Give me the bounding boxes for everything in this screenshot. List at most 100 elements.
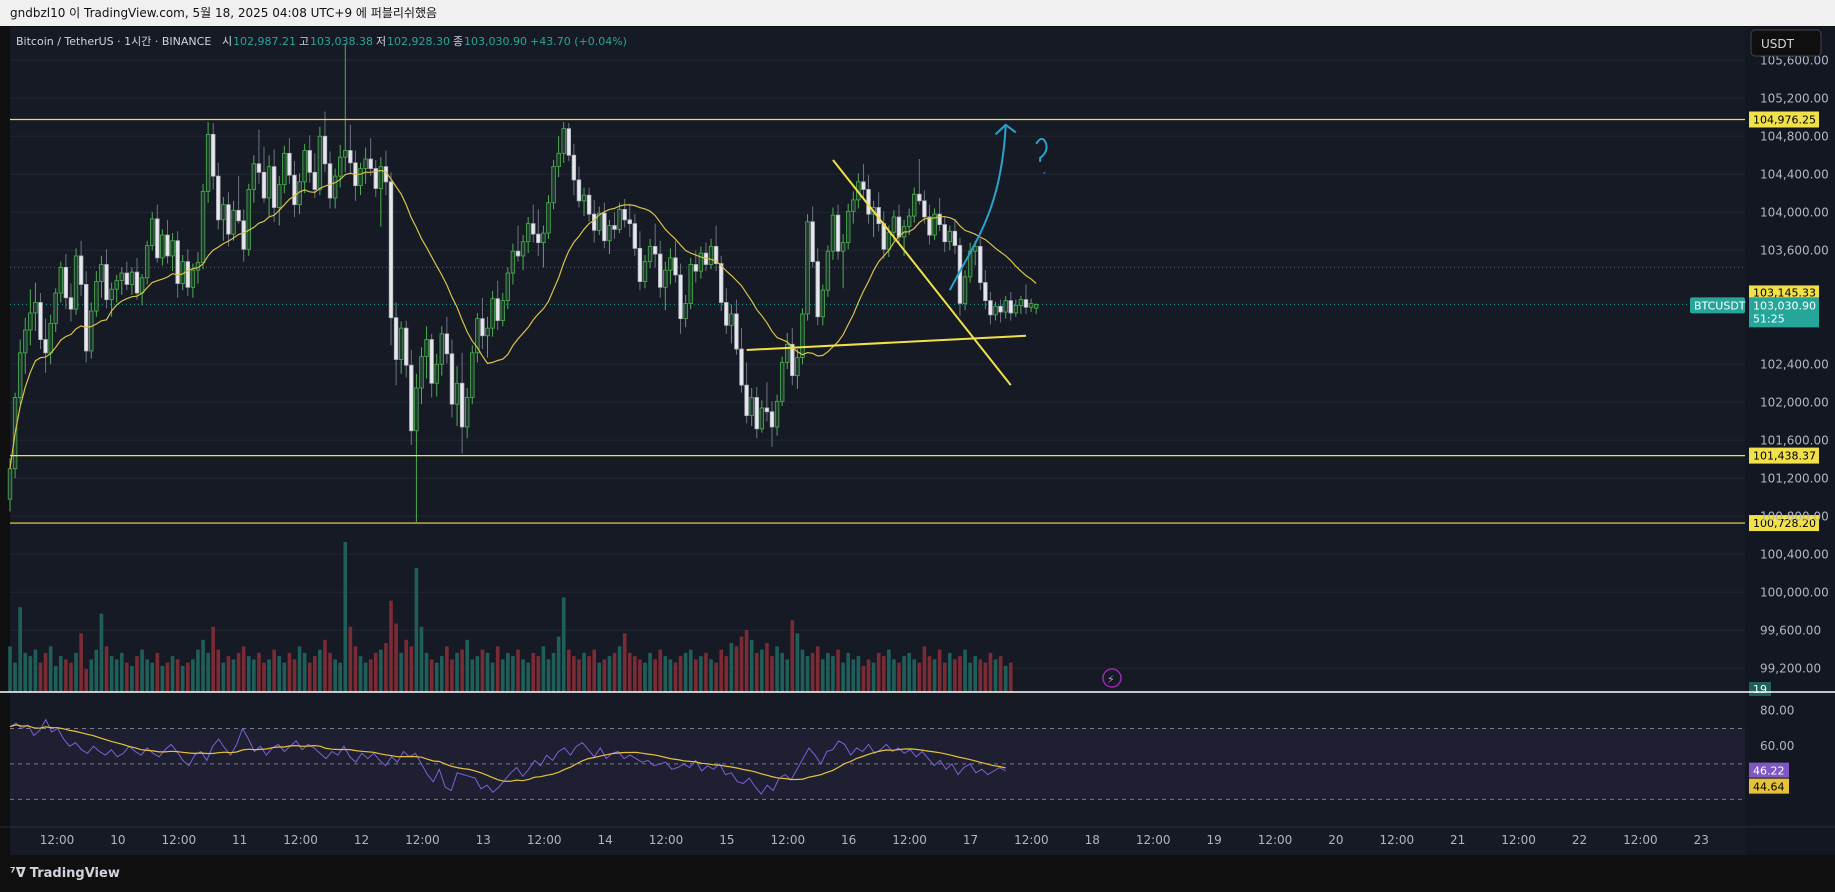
volume-bar (236, 652, 241, 692)
volume-bar (445, 646, 449, 692)
candle-body (414, 387, 419, 432)
candle-body (719, 263, 724, 303)
volume-bar (998, 656, 1003, 692)
candle-body (835, 214, 841, 252)
volume-bar (155, 652, 160, 692)
volume-bar (216, 649, 221, 692)
candle-body (58, 266, 63, 294)
last-price-badge (1749, 297, 1819, 328)
candle-body (444, 333, 450, 355)
volume-bar (567, 649, 571, 692)
candle-body (525, 223, 531, 243)
candle-body (48, 322, 53, 354)
candle-body (104, 264, 109, 301)
price-axis[interactable]: 105,600.00 105,200.00 104,800.00 104,400.00… (1690, 53, 1829, 696)
volume-bar (836, 649, 840, 692)
candle-body (642, 261, 648, 282)
volume-bar (968, 662, 972, 692)
volume-bar (135, 656, 139, 692)
volume-bar (160, 665, 165, 692)
volume-bar (13, 662, 17, 692)
candle-body (652, 246, 658, 255)
candle-body (470, 352, 475, 398)
volume-bar (318, 649, 322, 692)
candle-body (398, 327, 404, 360)
legend-low-label: 저 (376, 35, 386, 48)
volume-bar (328, 652, 332, 692)
volume-bar (465, 639, 469, 692)
volume-bar (744, 630, 749, 692)
volume-bar (719, 649, 723, 692)
price-tick-label: 104,400.00 (1760, 167, 1829, 181)
volume-bar (876, 652, 881, 692)
candle-body (404, 327, 409, 366)
volume-bar (363, 662, 368, 692)
volume-bar (932, 659, 937, 692)
candle-body (734, 313, 739, 350)
candle-body (617, 208, 622, 230)
volume-bar (739, 636, 744, 692)
candle-body (840, 242, 846, 252)
currency-button[interactable] (1750, 29, 1822, 57)
volume-bar (541, 646, 546, 692)
candle-body (109, 288, 114, 301)
volume-bar (125, 662, 129, 692)
volume-bar (958, 656, 962, 692)
candle-body (292, 174, 297, 206)
candle-body (891, 216, 897, 233)
volume-bar (140, 649, 144, 692)
trendline-drawings[interactable] (746, 123, 1048, 386)
candle-body (139, 277, 145, 294)
rsi-pane[interactable]: 80.00 60.00 46.22 44.64 (0, 691, 1835, 800)
last-price-label: 103,030.90 (1753, 299, 1816, 312)
candle-body (683, 303, 688, 320)
price-tick-label: 102,000.00 (1760, 395, 1829, 409)
time-tick-label: 16 (841, 833, 856, 847)
price-tick-label: 100,000.00 (1760, 585, 1829, 599)
time-tick-label: 12 (354, 833, 369, 847)
volume-bar (607, 656, 612, 692)
candle-body (510, 250, 516, 274)
volume-bar (475, 656, 480, 692)
volume-bar (399, 652, 403, 692)
volume-bar (277, 656, 282, 692)
candle-body (810, 221, 815, 263)
time-tick-label: 13 (476, 833, 491, 847)
candle-body (317, 135, 323, 190)
volume-bar (99, 613, 104, 692)
candle-body (114, 280, 119, 290)
candle-body (983, 282, 988, 301)
tradingview-logo[interactable]: ⁷ᐁ TradingView (10, 866, 120, 881)
candle-body (586, 194, 592, 215)
candle-body (23, 329, 28, 354)
volume-bar (704, 652, 708, 692)
volume-bar (724, 656, 729, 692)
candle-body (805, 221, 810, 315)
candle-body (820, 289, 825, 318)
volume-bar (74, 652, 78, 692)
candle-body (658, 253, 663, 288)
candle-body (144, 245, 150, 279)
time-tick-label: 12:00 (1380, 833, 1415, 847)
volume-bar (673, 662, 678, 692)
candle-body (952, 230, 958, 246)
candle-body (332, 175, 338, 199)
candle-body (459, 382, 465, 428)
candle-body (439, 333, 444, 365)
candle-body (597, 212, 602, 231)
candle-body (886, 231, 892, 250)
time-tick-label: 23 (1694, 833, 1709, 847)
horizontal-levels[interactable]: 104,976.25 101,438.37 100,728.20 (10, 111, 1819, 532)
candle-body (500, 300, 505, 321)
chart-canvas[interactable]: 104,976.25 101,438.37 100,728.20 105,600.0… (0, 26, 1835, 856)
volume-badge-label: 19 (1753, 683, 1767, 696)
candle-body (632, 223, 638, 249)
lightning-icon[interactable] (1102, 668, 1122, 688)
candle-body (475, 318, 480, 354)
candle-body (906, 215, 912, 227)
volume-bar (821, 659, 825, 692)
time-axis[interactable]: 12:00 10 12:00 11 12:00 12 12:00 13 12:00 14 12:00… (0, 826, 1835, 847)
volume-bar (729, 643, 734, 692)
volume-bar (1008, 662, 1013, 692)
time-tick-label: 12:00 (649, 833, 684, 847)
